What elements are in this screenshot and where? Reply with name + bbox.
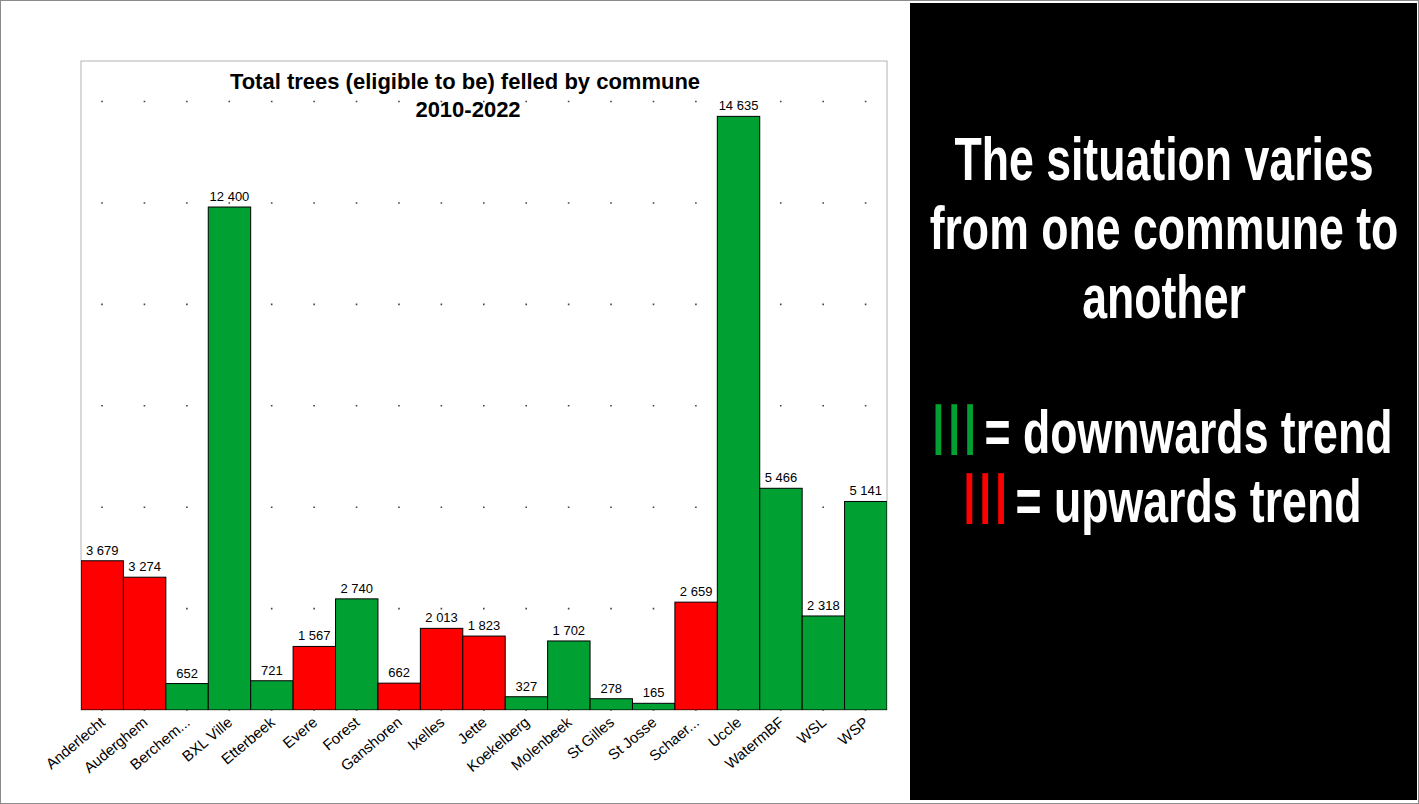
data-label: 327 bbox=[516, 679, 538, 694]
data-label: 2 740 bbox=[340, 581, 373, 596]
data-label: 721 bbox=[261, 663, 283, 678]
bar bbox=[378, 683, 420, 710]
bar bbox=[675, 602, 717, 710]
category-label: Jette bbox=[454, 713, 490, 747]
chart-title: Total trees (eligible to be) felled by c… bbox=[230, 69, 700, 94]
data-label: 2 659 bbox=[680, 584, 713, 599]
panel-line: = downwards trend bbox=[936, 396, 1393, 465]
data-label: 1 702 bbox=[553, 623, 586, 638]
data-label: 5 141 bbox=[850, 483, 883, 498]
bar bbox=[336, 599, 378, 710]
bar bbox=[420, 628, 462, 710]
chart-subtitle: 2010-2022 bbox=[415, 97, 520, 122]
data-label: 12 400 bbox=[210, 189, 250, 204]
category-label: Ganshoren bbox=[337, 713, 405, 774]
bar bbox=[293, 646, 335, 710]
grid-line bbox=[81, 202, 887, 204]
bar bbox=[548, 641, 590, 710]
bar bbox=[505, 697, 547, 710]
data-label: 165 bbox=[643, 685, 665, 700]
data-label: 1 823 bbox=[468, 618, 501, 633]
panel-line: The situation varies bbox=[954, 124, 1373, 193]
bar bbox=[81, 561, 123, 710]
chart-canvas: Total trees (eligible to be) felled by c… bbox=[0, 0, 1419, 804]
panel-text: The situation varies bbox=[954, 124, 1373, 193]
bar bbox=[463, 636, 505, 710]
bar bbox=[251, 681, 293, 710]
bar bbox=[632, 703, 674, 710]
category-label: Molenbeek bbox=[508, 713, 576, 774]
panel-line: from one commune to bbox=[930, 193, 1399, 262]
bars bbox=[81, 116, 887, 710]
legend-symbol bbox=[967, 473, 973, 524]
category-label: Evere bbox=[279, 713, 320, 751]
legend-symbol bbox=[998, 473, 1004, 524]
panel-text: = downwards trend bbox=[984, 396, 1392, 465]
data-label: 2 318 bbox=[807, 598, 840, 613]
panel-line: another bbox=[1082, 262, 1246, 331]
panel-text: = upwards trend bbox=[1015, 465, 1361, 534]
page-frame bbox=[1, 1, 1419, 804]
category-label: Schaer... bbox=[646, 713, 702, 764]
category-label: WSL bbox=[793, 713, 829, 747]
data-label: 278 bbox=[600, 681, 622, 696]
legend-symbol bbox=[951, 404, 957, 455]
category-label: Etterbeek bbox=[218, 713, 278, 768]
bar bbox=[760, 488, 802, 710]
data-label: 2 013 bbox=[425, 610, 458, 625]
grid-line bbox=[81, 304, 887, 306]
data-label: 3 679 bbox=[86, 543, 119, 558]
legend-symbol bbox=[936, 404, 942, 455]
data-label: 652 bbox=[176, 666, 198, 681]
category-label: Berchem... bbox=[126, 713, 192, 773]
bar bbox=[123, 577, 165, 710]
data-label: 14 635 bbox=[719, 98, 759, 113]
bar bbox=[208, 207, 250, 710]
panel-text: another bbox=[1082, 262, 1246, 331]
bar bbox=[590, 699, 632, 710]
legend-symbol bbox=[982, 473, 988, 524]
panel-line: = upwards trend bbox=[967, 465, 1362, 534]
category-label: WatermBF bbox=[721, 713, 786, 772]
bar bbox=[166, 684, 208, 710]
bar bbox=[845, 501, 887, 710]
data-label: 3 274 bbox=[128, 559, 161, 574]
category-label: WSP bbox=[835, 713, 872, 748]
plot-frame bbox=[81, 61, 887, 710]
panel-text: from one commune to bbox=[930, 193, 1399, 262]
grid-line bbox=[81, 405, 887, 407]
data-label: 5 466 bbox=[765, 470, 798, 485]
category-label: Ixelles bbox=[404, 713, 448, 753]
bar bbox=[802, 616, 844, 710]
bar bbox=[717, 116, 759, 710]
side-panel bbox=[910, 3, 1417, 800]
data-label: 1 567 bbox=[298, 628, 331, 643]
data-label: 662 bbox=[388, 665, 410, 680]
legend-symbol bbox=[967, 404, 973, 455]
